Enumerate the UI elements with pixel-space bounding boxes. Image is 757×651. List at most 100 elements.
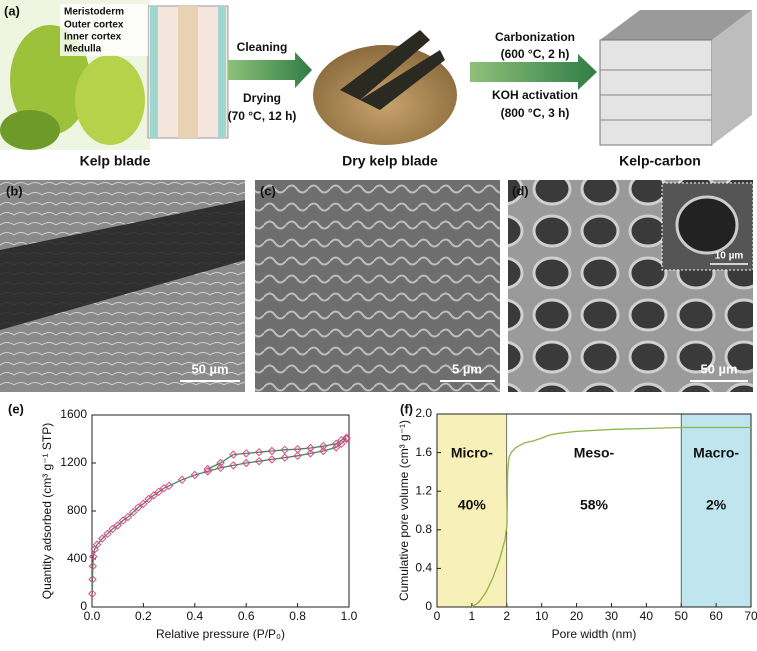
x-tick-label: 70 — [744, 609, 757, 623]
x-axis-title: Pore width (nm) — [552, 627, 637, 641]
x-tick-label: 60 — [709, 609, 723, 623]
marker — [254, 447, 264, 457]
marker — [293, 444, 302, 454]
caption: Dry kelp blade — [342, 153, 438, 169]
y-tick-label: 400 — [67, 551, 87, 565]
scale-label: 10 µm — [715, 251, 744, 262]
x-tick-label: 0.2 — [135, 609, 152, 623]
arrow — [228, 52, 312, 88]
carbon-front — [599, 39, 713, 146]
y-tick-label: 0.4 — [415, 561, 432, 575]
marker — [92, 540, 102, 549]
region — [680, 413, 752, 608]
kelp-leaf — [75, 55, 145, 145]
panel-label: (e) — [8, 401, 24, 416]
arrow — [470, 54, 597, 90]
marker — [89, 552, 98, 561]
region — [506, 413, 682, 608]
marker — [216, 463, 225, 473]
x-tick-label: 0.4 — [186, 609, 203, 623]
x-tick-label: 0.6 — [238, 609, 255, 623]
marker — [229, 450, 238, 459]
sem-shadow — [0, 200, 245, 330]
step-label: (800 °C, 3 h) — [501, 106, 570, 120]
x-tick-label: 0.0 — [84, 609, 101, 623]
y-tick-label: 0 — [425, 599, 432, 613]
marker — [319, 441, 328, 451]
y-tick-label: 1600 — [60, 407, 87, 421]
marker — [177, 475, 187, 485]
y-tick-label: 1.6 — [415, 445, 432, 459]
marker — [241, 458, 251, 468]
marker — [280, 453, 289, 462]
sem-image — [255, 180, 500, 392]
kelp-leaf — [0, 110, 60, 150]
step-label: Cleaning — [237, 40, 288, 54]
x-tick-label: 0 — [434, 609, 441, 623]
layer-label: Meristoderm — [64, 7, 124, 18]
panel-label: (c) — [260, 183, 276, 198]
marker — [149, 491, 158, 500]
tissue-layer — [178, 6, 198, 138]
x-tick-label: 10 — [535, 609, 549, 623]
x-tick-label: 20 — [570, 609, 584, 623]
step-label: (70 °C, 12 h) — [228, 109, 297, 123]
layer-label: Inner cortex — [64, 32, 122, 43]
y-tick-label: 2.0 — [415, 406, 432, 420]
marker — [254, 456, 264, 466]
panel-label: (f) — [400, 401, 413, 416]
y-axis-title: Cumulative pore volume (cm³ g⁻¹) — [397, 420, 411, 601]
label-box — [60, 4, 148, 56]
y-tick-label: 800 — [67, 503, 87, 517]
marker — [144, 494, 153, 504]
x-tick-label: 40 — [640, 609, 654, 623]
tissue-layer — [218, 6, 226, 138]
marker — [108, 524, 117, 534]
panel-label: (d) — [512, 183, 529, 198]
step-label: Carbonization — [495, 30, 575, 44]
marker — [331, 443, 341, 452]
marker — [98, 534, 107, 543]
marker — [154, 487, 164, 497]
x-tick-label: 2 — [503, 609, 510, 623]
scale-label: 5 µm — [452, 361, 482, 376]
marker — [88, 589, 97, 599]
marker — [88, 561, 97, 571]
x-tick-label: 1 — [469, 609, 476, 623]
panel-label: (a) — [4, 3, 20, 18]
marker — [103, 529, 112, 539]
scale-label: 50 µm — [700, 361, 737, 376]
step-label: KOH activation — [492, 88, 578, 102]
region-share: 2% — [706, 497, 727, 513]
marker — [319, 446, 328, 456]
dry-kelp — [340, 30, 445, 110]
y-axis-title: Quantity adsorbed (cm³ g⁻¹ STP) — [40, 423, 54, 599]
marker — [113, 521, 122, 530]
carbon-top — [600, 10, 752, 40]
marker — [267, 455, 277, 464]
marker — [164, 481, 174, 491]
series-line — [207, 437, 347, 470]
sem-images: (b) (c) (d) 50 µm 5 µm 50 µm 10 µm — [0, 180, 754, 392]
tissue-layer — [150, 6, 158, 138]
region-label: Micro- — [451, 445, 493, 461]
carbon-layer — [600, 69, 712, 121]
inset-pore — [675, 195, 739, 255]
y-tick-label: 1.2 — [415, 483, 432, 497]
marker — [293, 451, 302, 461]
caption: Kelp blade — [80, 153, 151, 169]
step-label: (600 °C, 2 h) — [501, 47, 570, 61]
layer-label: Medulla — [64, 44, 102, 55]
y-tick-label: 0.8 — [415, 522, 432, 536]
region-label: Meso- — [574, 445, 615, 461]
x-tick-label: 0.8 — [289, 609, 306, 623]
step-label: Drying — [243, 91, 281, 105]
marker — [123, 512, 133, 522]
y-tick-label: 1200 — [60, 455, 87, 469]
region-share: 58% — [580, 497, 609, 513]
scale-label: 50 µm — [191, 361, 228, 376]
x-tick-label: 50 — [675, 609, 689, 623]
layer-label: Outer cortex — [64, 20, 124, 31]
marker — [203, 464, 212, 474]
